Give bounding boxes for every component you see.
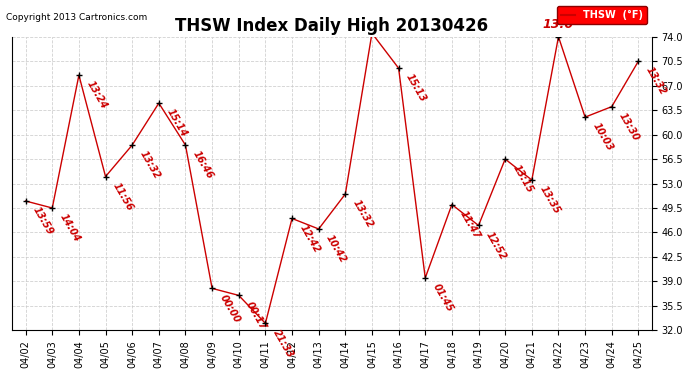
Text: 13:35: 13:35 <box>538 184 562 216</box>
Text: 11:56: 11:56 <box>111 181 135 213</box>
Text: 15:13: 15:13 <box>404 72 428 104</box>
Text: 12:42: 12:42 <box>297 223 322 254</box>
Text: 00:00: 00:00 <box>217 292 241 324</box>
Text: 15:14: 15:14 <box>164 107 188 139</box>
Text: 13:32: 13:32 <box>351 198 375 230</box>
Text: 13:15: 13:15 <box>511 163 535 195</box>
Text: 10:42: 10:42 <box>324 233 348 265</box>
Text: 00:17: 00:17 <box>244 300 268 331</box>
Text: 13:0: 13:0 <box>543 18 574 31</box>
Text: 01:45: 01:45 <box>431 282 455 314</box>
Text: 21:33: 21:33 <box>271 327 295 359</box>
Text: 13:30: 13:30 <box>618 111 642 142</box>
Text: 14:23: 14:23 <box>0 374 1 375</box>
Text: 14:04: 14:04 <box>58 212 82 244</box>
Text: 10:03: 10:03 <box>591 121 615 153</box>
Legend: THSW  (°F): THSW (°F) <box>557 6 647 24</box>
Text: 13:24: 13:24 <box>84 80 108 111</box>
Text: Copyright 2013 Cartronics.com: Copyright 2013 Cartronics.com <box>6 13 147 22</box>
Text: 16:46: 16:46 <box>191 149 215 181</box>
Text: 13:32: 13:32 <box>644 65 668 97</box>
Title: THSW Index Daily High 20130426: THSW Index Daily High 20130426 <box>175 17 489 35</box>
Text: 11:47: 11:47 <box>457 209 482 240</box>
Text: 12:52: 12:52 <box>484 230 509 261</box>
Text: 13:59: 13:59 <box>31 205 55 237</box>
Text: 13:32: 13:32 <box>138 149 162 181</box>
